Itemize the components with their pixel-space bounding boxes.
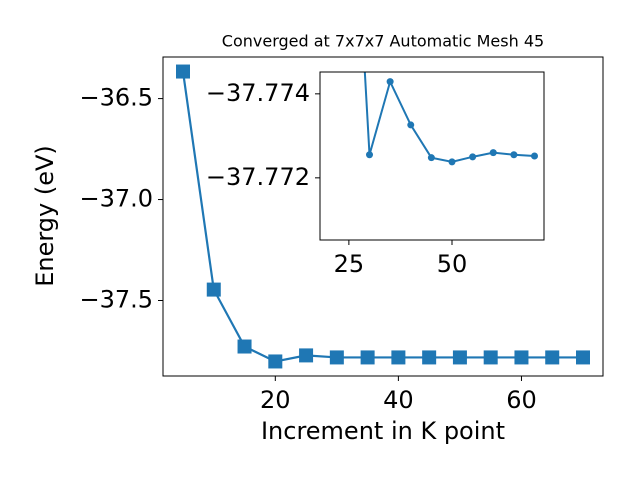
axes-frame [162, 56, 604, 377]
y-axis-label: Energy (eV) [31, 145, 59, 287]
x-tick-label: 60 [506, 386, 537, 414]
x-tick-label: 50 [437, 250, 468, 278]
marker [299, 348, 314, 363]
marker [448, 158, 456, 166]
marker [329, 350, 344, 365]
axes-frame [319, 71, 545, 241]
marker [386, 78, 394, 86]
marker [469, 153, 477, 161]
series [363, 72, 539, 166]
chart-title: Converged at 7x7x7 Automatic Mesh 45 [222, 32, 544, 51]
marker [483, 350, 498, 365]
marker [360, 350, 375, 365]
marker [545, 350, 560, 365]
y-tick-label: −37.0 [79, 185, 153, 213]
x-tick-label: 20 [260, 386, 291, 414]
marker [576, 350, 590, 365]
x-axis-label: Increment in K point [261, 417, 505, 445]
marker [391, 350, 406, 365]
marker [407, 121, 415, 129]
x-tick-label: 25 [334, 250, 365, 278]
marker [531, 152, 539, 160]
line [363, 72, 535, 163]
y-tick-label: −37.772 [206, 163, 310, 191]
series [176, 64, 590, 369]
marker [452, 350, 467, 365]
marker [268, 354, 283, 369]
marker [206, 282, 221, 297]
marker [510, 151, 518, 159]
marker [514, 350, 529, 365]
y-tick-label: −37.5 [79, 285, 153, 313]
y-tick-label: −36.5 [79, 84, 153, 112]
marker [237, 339, 252, 354]
marker [176, 64, 190, 79]
y-tick-label: −37.774 [206, 79, 310, 107]
marker [422, 350, 437, 365]
x-tick-label: 40 [383, 386, 414, 414]
marker [489, 149, 497, 157]
marker [366, 151, 374, 159]
marker [427, 154, 435, 162]
